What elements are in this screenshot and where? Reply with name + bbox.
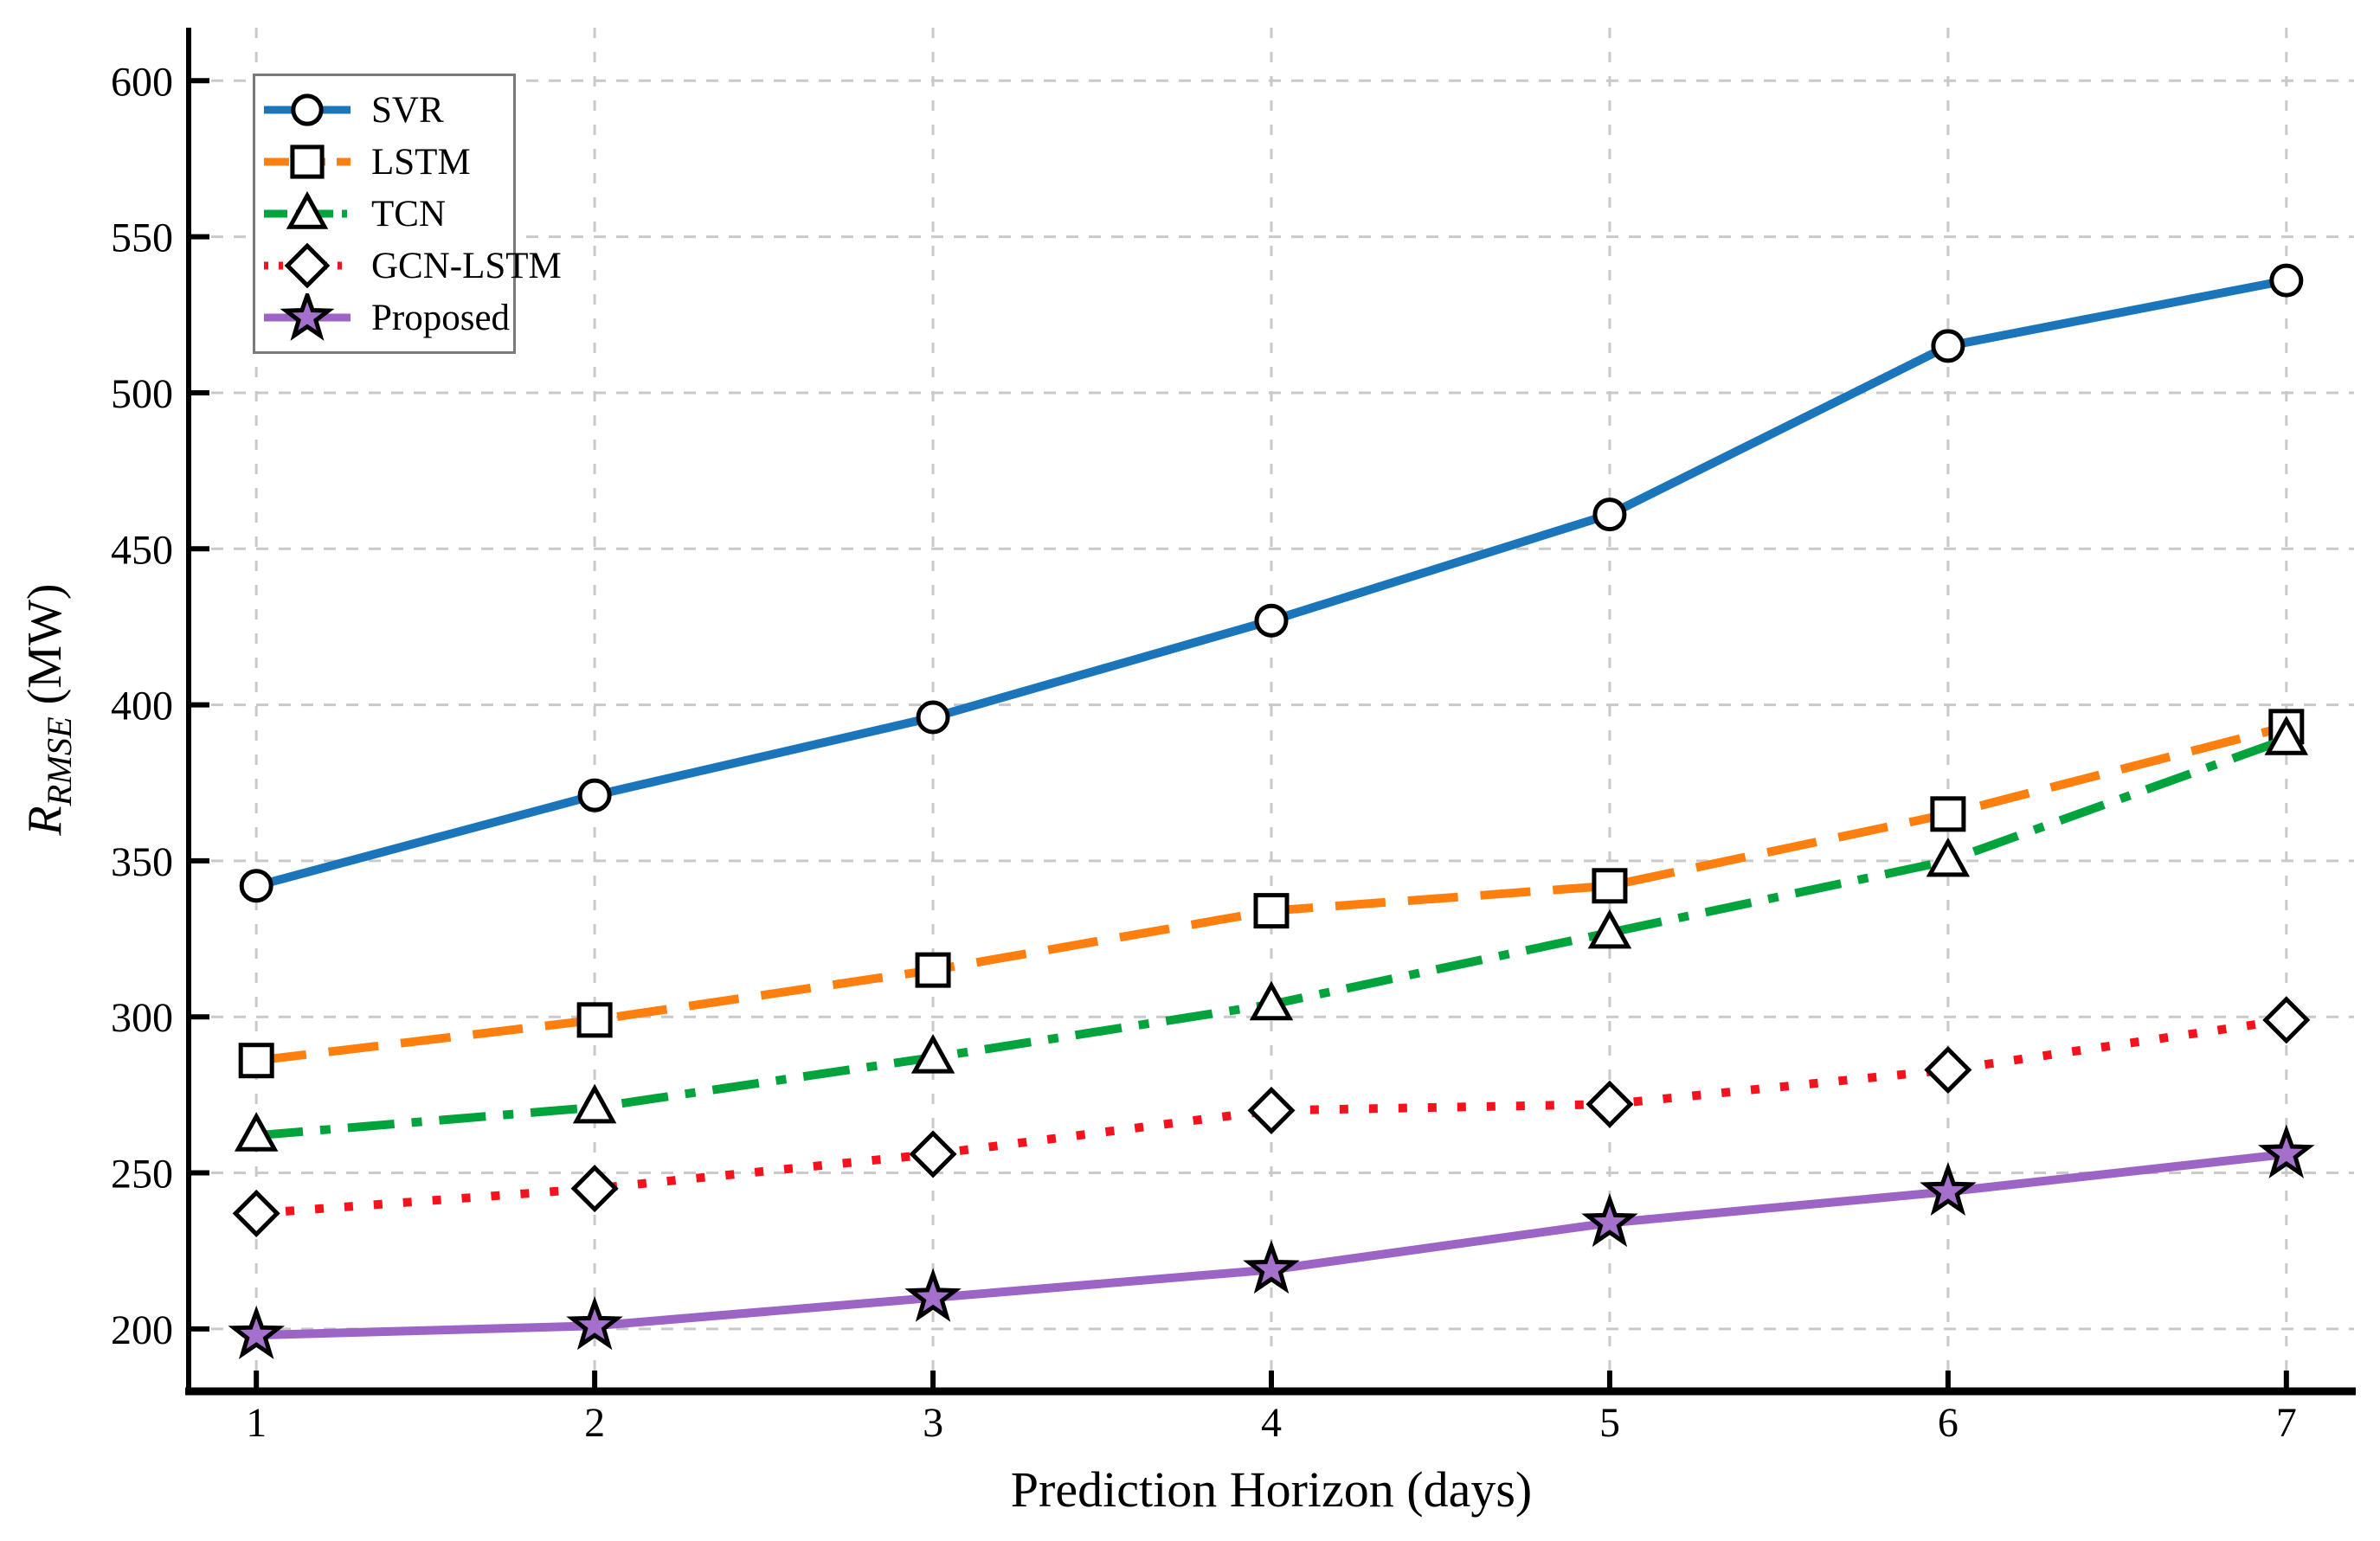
marker-triangle — [910, 1033, 955, 1074]
marker-square — [1253, 893, 1290, 929]
legend-label: GCN-LSTM — [371, 245, 562, 286]
x-tick-label: 7 — [2276, 1400, 2297, 1446]
marker-circle — [577, 778, 612, 812]
y-axis-title: RRMSE (MW) — [17, 583, 79, 836]
marker-diamond — [284, 242, 331, 289]
marker-square — [576, 1002, 613, 1038]
marker-square — [915, 952, 951, 988]
y-tick-label: 500 — [111, 371, 173, 417]
legend-item-lstm: LSTM — [264, 136, 513, 188]
legend: SVR LSTM TCN GCN-LSTM Proposed — [253, 74, 562, 354]
legend-item-tcn: TCN — [264, 188, 513, 240]
marker-square — [1930, 796, 1966, 832]
y-tick-label: 350 — [111, 839, 173, 885]
y-tick-label: 600 — [111, 59, 173, 105]
legend-label: LSTM — [371, 141, 471, 183]
legend-item-svr: SVR — [264, 84, 513, 136]
marker-square — [1592, 868, 1628, 904]
legend-label: SVR — [371, 89, 444, 131]
marker-diamond — [2262, 996, 2311, 1044]
marker-square — [290, 144, 325, 179]
marker-circle — [1592, 498, 1627, 532]
y-tick-label: 200 — [111, 1307, 173, 1353]
x-tick-label: 2 — [584, 1400, 605, 1446]
marker-triangle — [2264, 716, 2309, 755]
marker-triangle — [1249, 980, 1294, 1021]
x-axis-title: Prediction Horizon (days) — [1010, 1461, 1533, 1518]
x-tick-label: 3 — [923, 1400, 943, 1446]
marker-diamond — [1924, 1046, 1972, 1095]
legend-label: TCN — [371, 193, 446, 234]
legend-sample-square-icon — [264, 144, 351, 179]
marker-star — [566, 1295, 623, 1351]
marker-star — [904, 1268, 962, 1322]
marker-triangle — [1587, 909, 1632, 949]
marker-circle — [239, 869, 273, 903]
marker-diamond — [232, 1189, 280, 1237]
marker-circle — [1254, 603, 1289, 638]
y-tick-label: 450 — [111, 527, 173, 573]
y-tick-label: 550 — [111, 215, 173, 261]
y-axis-title-unit: (MW) — [18, 583, 72, 717]
marker-triangle — [286, 190, 329, 229]
legend-sample-diamond-icon — [264, 242, 351, 289]
marker-diamond — [1586, 1080, 1634, 1128]
legend-sample-triangle-icon — [264, 190, 351, 229]
x-tick-label: 6 — [1938, 1400, 1959, 1446]
x-tick-label: 1 — [246, 1400, 267, 1446]
legend-item-gcn-lstm: GCN-LSTM — [264, 240, 562, 292]
marker-square — [238, 1043, 274, 1079]
marker-star — [228, 1305, 285, 1359]
y-tick-label: 400 — [111, 684, 173, 729]
y-axis-title-subscript: RMSE — [40, 716, 80, 806]
marker-diamond — [1247, 1086, 1296, 1134]
legend-sample-star-icon — [264, 293, 351, 341]
marker-circle — [1931, 329, 1965, 363]
marker-circle — [916, 700, 950, 735]
marker-triangle — [234, 1112, 279, 1152]
legend-sample-circle-icon — [264, 93, 351, 126]
marker-star — [280, 293, 335, 341]
marker-circle — [291, 93, 324, 126]
marker-triangle — [1926, 837, 1971, 877]
marker-diamond — [909, 1130, 957, 1178]
y-tick-label: 300 — [111, 995, 173, 1041]
marker-triangle — [572, 1083, 617, 1124]
x-tick-label: 5 — [1599, 1400, 1620, 1446]
marker-circle — [2269, 263, 2304, 298]
marker-star — [1920, 1161, 1977, 1217]
marker-diamond — [570, 1165, 619, 1213]
legend-label: Proposed — [371, 297, 511, 338]
x-tick-label: 4 — [1261, 1400, 1282, 1446]
y-axis-title-symbol: R — [18, 806, 72, 836]
marker-star — [1243, 1240, 1300, 1294]
marker-star — [2258, 1124, 2315, 1178]
marker-star — [1581, 1192, 1638, 1248]
legend-item-proposed: Proposed — [264, 292, 513, 344]
y-tick-label: 250 — [111, 1152, 173, 1197]
